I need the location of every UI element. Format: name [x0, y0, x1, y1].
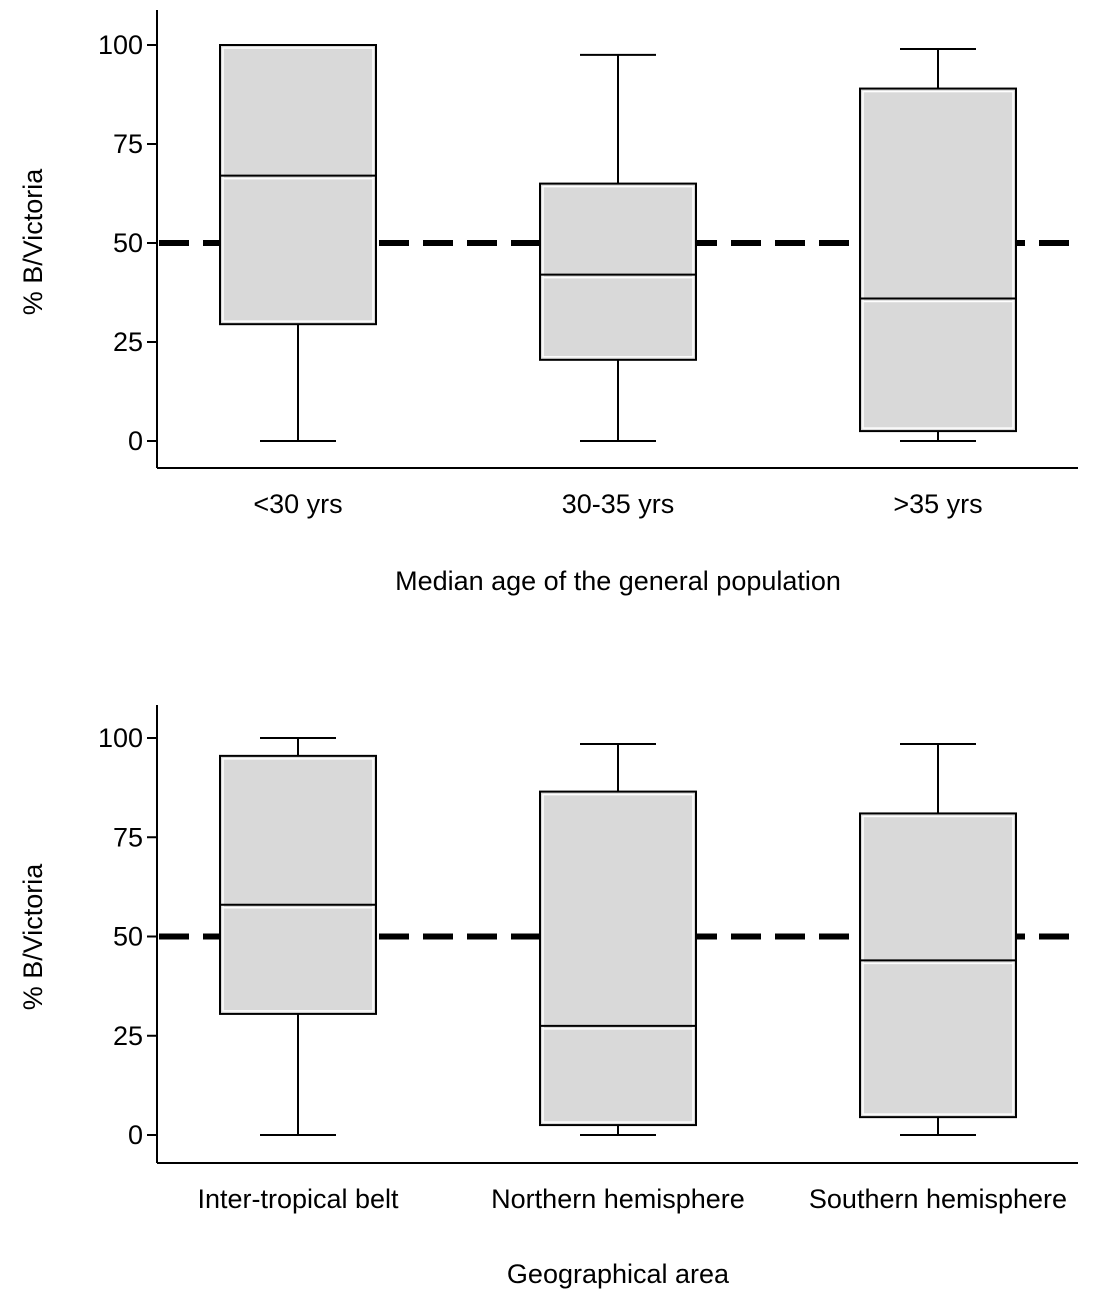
box-2	[859, 742, 1017, 1136]
y-tick-label: 50	[113, 228, 143, 258]
x-tick-label: Northern hemisphere	[491, 1184, 745, 1214]
box-body	[219, 754, 377, 1015]
box-1	[539, 742, 697, 1136]
box-body	[539, 182, 697, 361]
y-axis-title: % B/Victoria	[18, 863, 48, 1011]
box-inner-outline	[222, 758, 374, 1012]
y-tick-label: 75	[113, 822, 143, 852]
y-tick-label: 50	[113, 922, 143, 952]
y-tick-label: 100	[98, 30, 143, 60]
box-0	[219, 44, 377, 442]
box-inner-outline	[862, 815, 1014, 1115]
x-tick-label: <30 yrs	[253, 489, 342, 519]
y-axis-title: % B/Victoria	[18, 168, 48, 316]
box-1	[539, 53, 697, 442]
box-body	[219, 44, 377, 326]
box-2	[859, 47, 1017, 442]
x-tick-label: 30-35 yrs	[562, 489, 675, 519]
x-tick-label: >35 yrs	[893, 489, 982, 519]
panel-geography: % B/Victoria Geographical area 0 25 50 75 10…	[18, 705, 1078, 1289]
panel-age: % B/Victoria Median age of the general p…	[18, 10, 1078, 596]
box-inner-outline	[542, 185, 694, 358]
y-tick-label: 75	[113, 129, 143, 159]
x-axis-title: Median age of the general population	[395, 566, 841, 596]
box-body	[859, 812, 1017, 1119]
x-axis-title: Geographical area	[507, 1259, 730, 1289]
box-inner-outline	[222, 47, 374, 322]
y-tick-label: 0	[128, 1120, 143, 1150]
y-tick-label: 25	[113, 1021, 143, 1051]
box-0	[219, 737, 377, 1136]
y-tick-label: 25	[113, 327, 143, 357]
box-inner-outline	[862, 90, 1014, 429]
y-tick-label: 100	[98, 723, 143, 753]
x-tick-label: Southern hemisphere	[809, 1184, 1067, 1214]
box-body	[859, 87, 1017, 433]
box-body	[539, 790, 697, 1127]
y-tick-label: 0	[128, 426, 143, 456]
box-inner-outline	[542, 793, 694, 1123]
x-tick-label: Inter-tropical belt	[197, 1184, 399, 1214]
